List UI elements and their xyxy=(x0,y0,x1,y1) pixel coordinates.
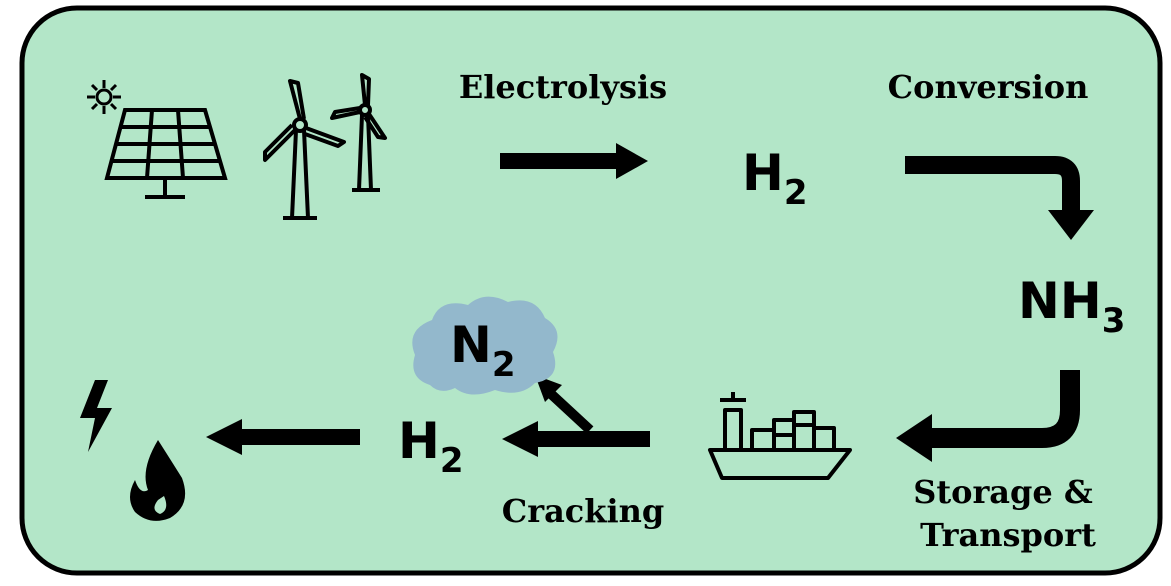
step-label: Storage & xyxy=(913,473,1093,511)
cloud xyxy=(412,296,558,395)
formula-subscript: 2 xyxy=(492,345,516,385)
solar-panel-icon xyxy=(87,80,228,199)
arrow xyxy=(535,431,650,447)
formula-subscript: 2 xyxy=(784,173,808,213)
arrow xyxy=(905,156,1080,212)
step-label: Cracking xyxy=(502,492,665,530)
arrow xyxy=(546,389,594,434)
arrows xyxy=(206,143,1094,462)
flame-icon xyxy=(130,440,186,521)
formula-symbol: H xyxy=(742,144,784,202)
arrow xyxy=(500,153,618,169)
wind-turbine-icon xyxy=(263,73,387,220)
chemical-formula: NH3 xyxy=(1018,272,1125,341)
formula-subscript: 3 xyxy=(1102,301,1126,341)
formula-symbol: NH xyxy=(1018,272,1102,330)
arrow xyxy=(502,421,538,457)
step-label: Transport xyxy=(920,516,1096,554)
arrow xyxy=(535,375,562,402)
arrow xyxy=(1048,210,1094,240)
step-label: Conversion xyxy=(888,68,1089,106)
arrow xyxy=(930,370,1080,448)
formula-symbol: N xyxy=(450,316,492,374)
ship-icon xyxy=(708,392,852,480)
lightning-icon xyxy=(80,380,112,452)
arrow xyxy=(616,143,648,179)
arrow xyxy=(896,414,932,462)
arrow xyxy=(240,429,360,445)
formula-subscript: 2 xyxy=(440,441,464,481)
chemical-formula: N2 xyxy=(450,316,516,385)
arrow xyxy=(206,419,242,455)
chemical-formula: H2 xyxy=(398,412,464,481)
formula-symbol: H xyxy=(398,412,440,470)
chemical-formula: H2 xyxy=(742,144,808,213)
step-label: Electrolysis xyxy=(459,68,667,106)
